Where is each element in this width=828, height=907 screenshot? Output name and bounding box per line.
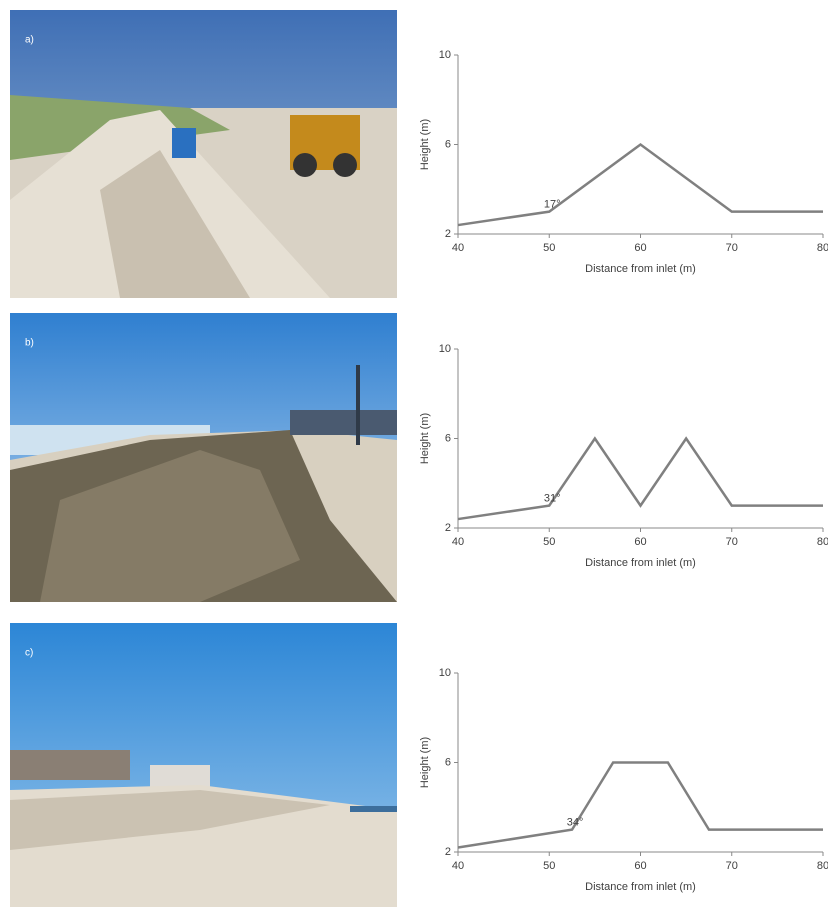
x-tick-label: 60	[634, 242, 646, 254]
data-line	[458, 145, 823, 226]
panel-label: c)	[25, 648, 33, 659]
x-tick-label: 50	[543, 860, 555, 872]
x-tick-label: 50	[543, 536, 555, 548]
x-tick-label: 40	[452, 536, 464, 548]
data-line	[458, 763, 823, 848]
y-axis-label: Height (m)	[419, 737, 431, 788]
x-tick-label: 60	[634, 536, 646, 548]
y-tick-label: 10	[439, 667, 451, 679]
x-tick-label: 40	[452, 242, 464, 254]
y-axis-label: Height (m)	[419, 413, 431, 464]
y-tick-label: 6	[445, 756, 451, 768]
angle-annotation: 34°	[567, 817, 584, 829]
y-axis-label: Height (m)	[419, 119, 431, 170]
x-tick-label: 50	[543, 242, 555, 254]
data-line	[458, 439, 823, 520]
x-tick-label: 70	[726, 860, 738, 872]
y-tick-label: 6	[445, 432, 451, 444]
y-tick-label: 2	[445, 228, 451, 240]
x-tick-label: 80	[817, 242, 828, 254]
y-tick-label: 2	[445, 522, 451, 534]
y-tick-label: 2	[445, 846, 451, 858]
y-tick-label: 6	[445, 138, 451, 150]
x-tick-label: 70	[726, 242, 738, 254]
y-tick-label: 10	[439, 343, 451, 355]
panel-label: b)	[25, 338, 34, 349]
panel-label: a)	[25, 35, 34, 46]
x-tick-label: 60	[634, 860, 646, 872]
photo-c	[10, 623, 397, 907]
figure: a) 2 6 10 40 50 60 70 80 Distance from inlet (m) H…	[0, 0, 828, 907]
photo-b	[10, 313, 397, 602]
x-axis-label: Distance from inlet (m)	[585, 557, 696, 569]
y-tick-label: 10	[439, 49, 451, 61]
x-axis-label: Distance from inlet (m)	[585, 881, 696, 893]
x-tick-label: 80	[817, 860, 828, 872]
x-tick-label: 40	[452, 860, 464, 872]
angle-annotation: 17°	[544, 199, 561, 211]
x-tick-label: 70	[726, 536, 738, 548]
x-tick-label: 80	[817, 536, 828, 548]
x-axis-label: Distance from inlet (m)	[585, 263, 696, 275]
angle-annotation: 31°	[544, 493, 561, 505]
photo-a	[10, 10, 397, 298]
